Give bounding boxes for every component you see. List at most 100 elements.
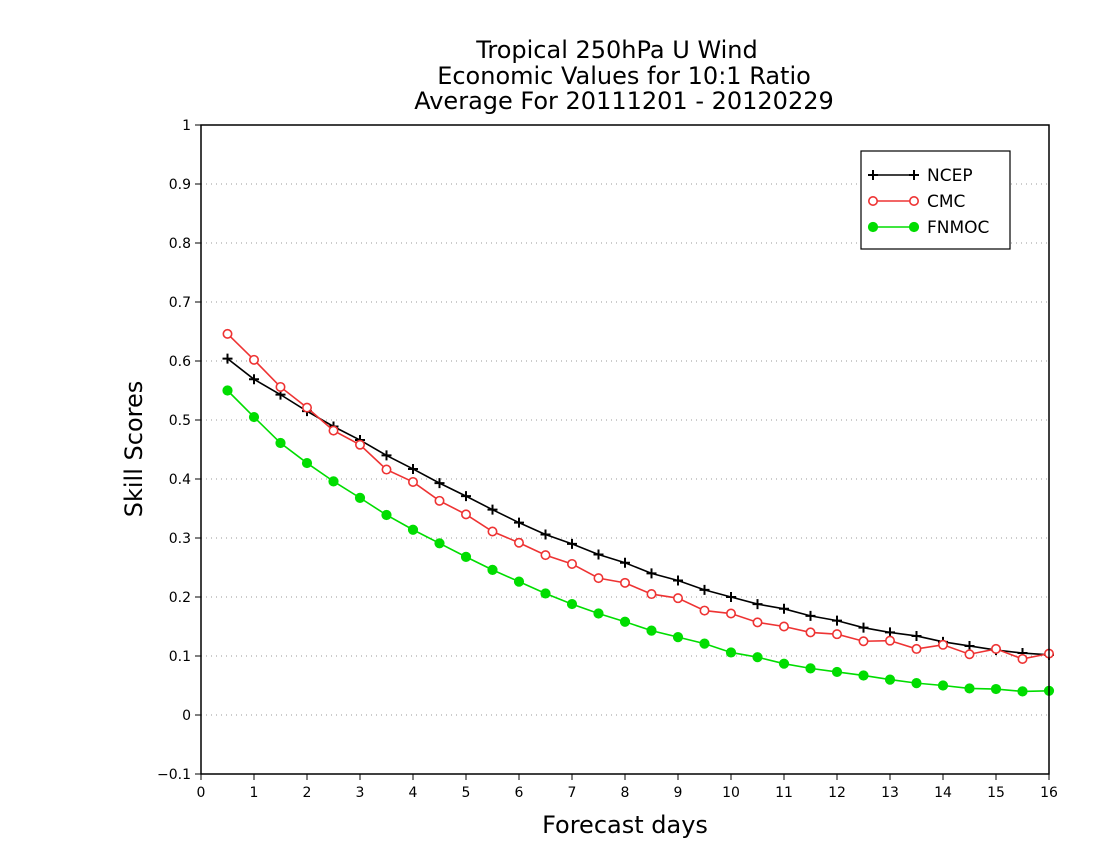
data-point-fnmoc (752, 652, 763, 663)
data-point-cmc (672, 593, 683, 604)
data-point-fnmoc (381, 509, 392, 521)
x-tick-label: 11 (775, 785, 793, 801)
x-tick-label: 7 (568, 785, 577, 801)
data-point-fnmoc (566, 598, 578, 610)
data-point-fnmoc (858, 670, 869, 681)
legend-marker (867, 196, 878, 207)
chart-title-line-1: Tropical 250hPa U Wind (475, 36, 758, 64)
data-point-fnmoc (911, 678, 922, 689)
data-point-cmc (619, 577, 630, 588)
x-tick-label: 6 (515, 785, 524, 801)
legend-marker (908, 196, 919, 207)
data-point-fnmoc (805, 663, 816, 674)
data-point-fnmoc (778, 658, 790, 669)
x-tick-label: 0 (197, 785, 206, 801)
data-point-cmc (460, 509, 471, 520)
data-point-cmc (778, 621, 789, 632)
data-point-cmc (301, 402, 312, 413)
x-tick-label: 8 (621, 785, 630, 801)
data-point-fnmoc (937, 680, 949, 691)
data-point-ncep (249, 374, 259, 385)
x-tick-label: 3 (356, 785, 365, 801)
chart-title-line-3: Average For 20111201 - 20120229 (414, 87, 834, 115)
data-point-cmc (434, 495, 445, 506)
data-point-ncep (514, 517, 524, 528)
data-point-ncep (461, 491, 471, 502)
legend-marker (909, 170, 919, 180)
data-point-cmc (964, 649, 975, 660)
data-point-cmc (990, 643, 1001, 654)
y-tick-label: 0.5 (169, 413, 191, 429)
x-axis-ticks: 0 1 2 3 4 5 6 7 8 9 10 11 12 13 14 15 16 (197, 774, 1058, 801)
legend-entry-fnmoc: FNMOC (867, 218, 989, 238)
data-point-cmc (646, 589, 657, 600)
data-point-cmc (566, 558, 577, 569)
x-tick-label: 5 (462, 785, 471, 801)
data-point-ncep (646, 568, 657, 579)
legend-label-ncep: NCEP (927, 166, 973, 186)
data-point-fnmoc (354, 492, 366, 503)
legend-marker (868, 170, 878, 180)
data-point-cmc (249, 354, 260, 365)
data-point-fnmoc (619, 616, 631, 627)
data-point-ncep (726, 592, 736, 602)
data-point-cmc (513, 537, 524, 548)
data-point-fnmoc (513, 576, 525, 587)
legend-label-cmc: CMC (927, 192, 965, 212)
data-point-cmc (275, 381, 286, 392)
series-ncep-line (227, 358, 1050, 656)
data-point-cmc (699, 605, 710, 616)
data-point-fnmoc (301, 457, 313, 469)
y-tick-label: 0 (182, 708, 191, 724)
data-point-ncep (752, 599, 763, 610)
y-tick-label: 0.2 (169, 590, 191, 606)
data-point-fnmoc (1017, 686, 1028, 697)
data-point-cmc (752, 617, 763, 628)
data-point-ncep (620, 557, 630, 568)
data-point-fnmoc (593, 608, 604, 619)
x-tick-label: 9 (674, 785, 683, 801)
data-point-cmc (540, 550, 551, 561)
series-ncep (222, 353, 1054, 660)
y-axis-label: Skill Scores (120, 381, 148, 518)
data-point-ncep (858, 622, 869, 633)
data-point-ncep (805, 610, 816, 621)
data-point-cmc (593, 573, 604, 584)
data-point-fnmoc (831, 666, 843, 678)
data-point-ncep (222, 353, 233, 364)
legend-label-fnmoc: FNMOC (927, 218, 989, 238)
data-point-fnmoc (699, 638, 710, 649)
data-point-cmc (407, 476, 418, 487)
x-tick-label: 4 (409, 785, 418, 801)
data-point-fnmoc (328, 476, 339, 487)
data-point-fnmoc (434, 538, 445, 549)
y-tick-label: 0.8 (169, 236, 191, 252)
x-tick-label: 15 (987, 785, 1005, 801)
data-point-ncep (779, 603, 789, 614)
legend-entry-cmc: CMC (867, 192, 965, 212)
x-tick-label: 16 (1040, 785, 1058, 801)
series-cmc (222, 328, 1055, 664)
gridlines (201, 183, 1049, 716)
data-point-fnmoc (884, 674, 896, 685)
data-point-cmc (381, 464, 392, 475)
x-tick-label: 14 (934, 785, 952, 801)
data-point-ncep (593, 549, 604, 560)
y-tick-label: 0.4 (169, 472, 191, 488)
x-axis-label: Forecast days (542, 811, 708, 839)
x-tick-label: 13 (881, 785, 899, 801)
data-point-ncep (699, 584, 710, 595)
data-point-cmc (911, 643, 922, 654)
data-point-fnmoc (725, 647, 737, 658)
y-tick-label: 0.7 (169, 295, 191, 311)
data-point-fnmoc (990, 683, 1002, 695)
data-point-fnmoc (222, 385, 233, 396)
data-point-cmc (831, 629, 842, 640)
x-tick-label: 12 (828, 785, 846, 801)
data-point-ncep (540, 529, 551, 540)
data-point-cmc (328, 425, 339, 436)
data-point-cmc (1017, 653, 1028, 664)
y-tick-label: 1 (182, 118, 191, 134)
y-axis-ticks: −0.1 0 0.1 0.2 0.3 0.4 0.5 0.6 0.7 0.8 0.9 1 (157, 118, 201, 783)
